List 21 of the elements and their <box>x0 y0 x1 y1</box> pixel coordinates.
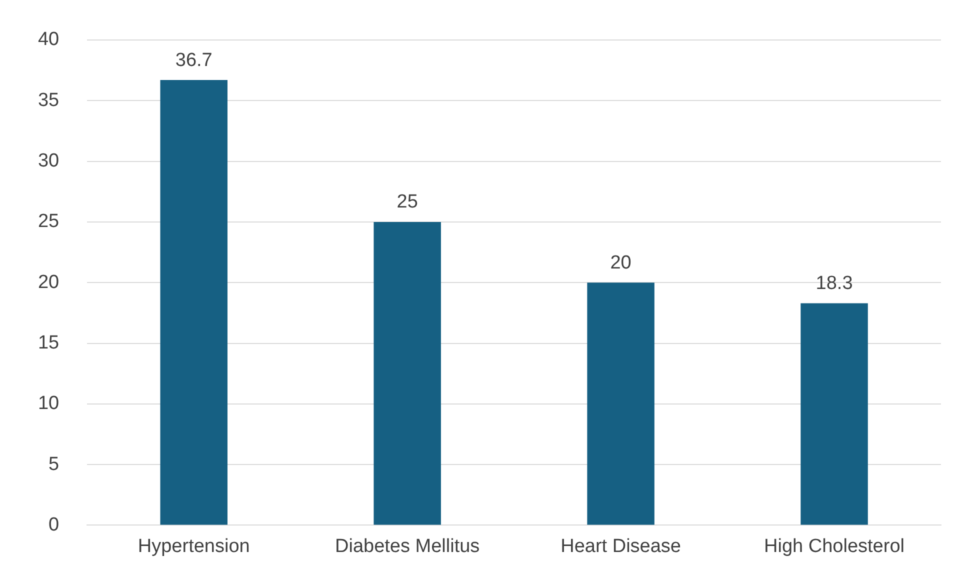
x-tick-label: High Cholesterol <box>764 536 904 557</box>
y-tick-label: 20 <box>38 272 60 293</box>
data-label: 25 <box>396 192 418 213</box>
data-label: 20 <box>610 252 632 274</box>
y-tick-label: 30 <box>38 150 60 172</box>
bar <box>374 222 441 525</box>
y-tick-label: 15 <box>38 332 60 354</box>
y-tick-label: 25 <box>38 211 60 232</box>
y-tick-label: 0 <box>48 514 60 536</box>
y-tick-label: 10 <box>38 393 60 414</box>
x-tick-label: Diabetes Mellitus <box>335 536 480 557</box>
data-label: 18.3 <box>816 272 853 294</box>
x-tick-label: Heart Disease <box>560 536 681 557</box>
y-tick-label: 5 <box>48 454 60 475</box>
bar <box>800 303 868 525</box>
x-tick-label: Hypertension <box>138 536 250 557</box>
bar <box>587 282 654 525</box>
data-label: 36.7 <box>175 50 212 71</box>
y-tick-label: 40 <box>38 29 60 50</box>
bar <box>160 80 228 525</box>
y-tick-label: 35 <box>38 90 60 111</box>
